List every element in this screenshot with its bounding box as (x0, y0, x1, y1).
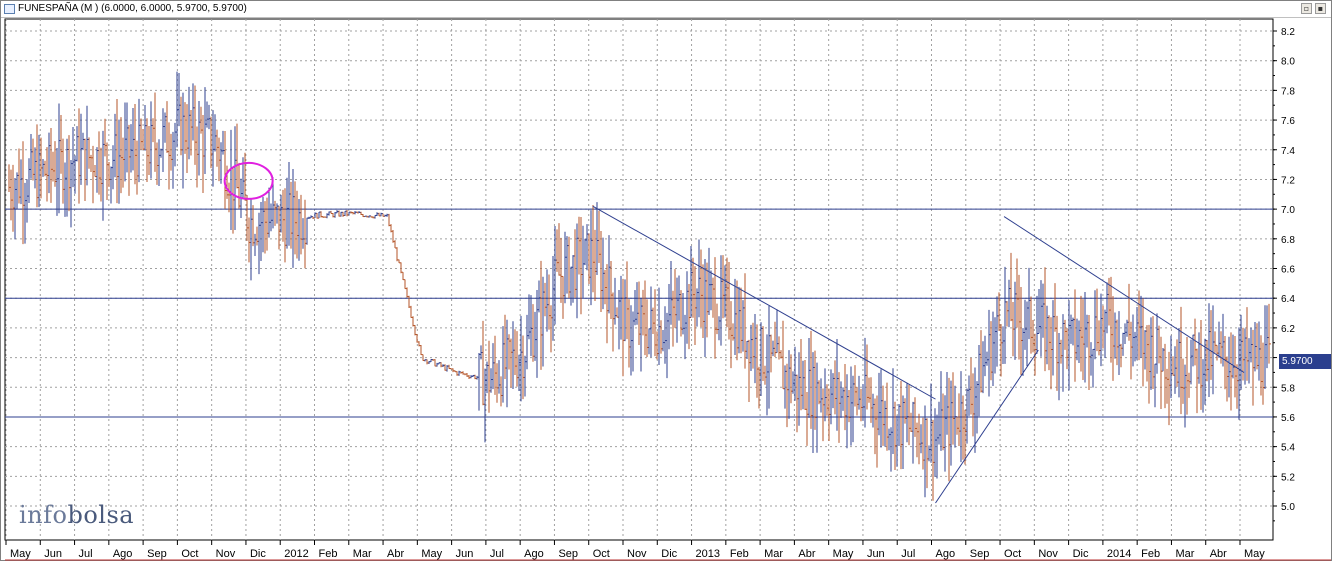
x-tick-label: Jun (867, 548, 885, 560)
y-tick-label: 7.2 (1281, 175, 1295, 186)
x-tick-label: Oct (181, 548, 198, 560)
y-tick-label: 8.2 (1281, 27, 1295, 38)
y-tick-label: 5.0 (1281, 502, 1295, 513)
y-tick-label: 6.8 (1281, 235, 1295, 246)
window-title: FUNESPAÑA (M ) (6.0000, 6.0000, 5.9700, … (18, 3, 247, 14)
highlight-circle (223, 161, 274, 200)
x-tick-label: Mar (1175, 548, 1194, 560)
title-bar: FUNESPAÑA (M ) (6.0000, 6.0000, 5.9700, … (1, 1, 1331, 18)
y-tick-label: 5.8 (1281, 383, 1295, 394)
x-tick-label: Jun (456, 548, 474, 560)
x-tick-label: Ago (524, 548, 544, 560)
last-price-badge: 5.9700 (1279, 354, 1331, 369)
y-tick-label: 5.6 (1281, 413, 1295, 424)
y-tick-label: 6.4 (1281, 294, 1295, 305)
x-tick-label: Nov (216, 548, 236, 560)
y-tick-label: 8.0 (1281, 57, 1295, 68)
y-tick-label: 7.0 (1281, 205, 1295, 216)
x-tick-label: Feb (319, 548, 338, 560)
x-tick-label: Jul (490, 548, 504, 560)
price-chart: 5.05.25.45.65.86.06.26.46.66.87.07.27.47… (4, 18, 1331, 561)
trendline (935, 349, 1039, 504)
x-tick-label: 2012 (284, 548, 308, 560)
x-tick-label: May (421, 548, 442, 560)
x-tick-label: Sep (970, 548, 990, 560)
x-tick-label: Abr (387, 548, 404, 560)
x-tick-label: Mar (353, 548, 372, 560)
x-tick-label: Feb (1141, 548, 1160, 560)
x-tick-label: Jul (901, 548, 915, 560)
x-tick-label: May (10, 548, 31, 560)
x-tick-label: Abr (1210, 548, 1227, 560)
x-tick-label: Abr (798, 548, 815, 560)
x-tick-label: Jun (44, 548, 62, 560)
x-tick-label: May (1244, 548, 1265, 560)
x-tick-label: 2013 (696, 548, 720, 560)
restore-button[interactable]: ▫ (1301, 3, 1312, 14)
trendline (1003, 216, 1245, 373)
y-tick-label: 7.4 (1281, 146, 1295, 157)
plot-area (4, 18, 1274, 541)
x-tick-label: Dic (661, 548, 677, 560)
x-tick-label: Mar (764, 548, 783, 560)
x-tick-label: Nov (1038, 548, 1058, 560)
chart-window-icon (4, 4, 15, 14)
x-tick-label: Nov (627, 548, 647, 560)
close-button[interactable]: ▪ (1315, 3, 1326, 14)
y-tick-label: 5.4 (1281, 443, 1295, 454)
x-tick-label: Sep (558, 548, 578, 560)
y-tick-label: 7.8 (1281, 86, 1295, 97)
y-tick-label: 5.2 (1281, 472, 1295, 483)
x-tick-label: Feb (730, 548, 749, 560)
y-tick-label: 6.2 (1281, 324, 1295, 335)
y-tick-label: 6.6 (1281, 265, 1295, 276)
x-tick-label: Dic (1073, 548, 1089, 560)
y-tick-label: 7.6 (1281, 116, 1295, 127)
x-tick-label: Jul (79, 548, 93, 560)
infobolsa-logo: infobolsa (19, 501, 135, 529)
x-tick-label: Oct (1004, 548, 1021, 560)
x-tick-label: Ago (936, 548, 956, 560)
x-tick-label: Dic (250, 548, 266, 560)
trendline (592, 205, 936, 400)
x-tick-label: 2014 (1107, 548, 1131, 560)
x-tick-label: Sep (147, 548, 167, 560)
x-tick-label: Oct (593, 548, 610, 560)
x-tick-label: May (833, 548, 854, 560)
x-tick-label: Ago (113, 548, 133, 560)
